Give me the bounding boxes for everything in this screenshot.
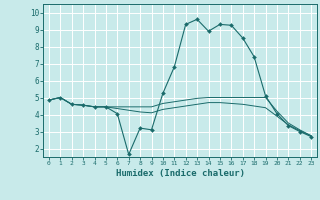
X-axis label: Humidex (Indice chaleur): Humidex (Indice chaleur): [116, 169, 244, 178]
